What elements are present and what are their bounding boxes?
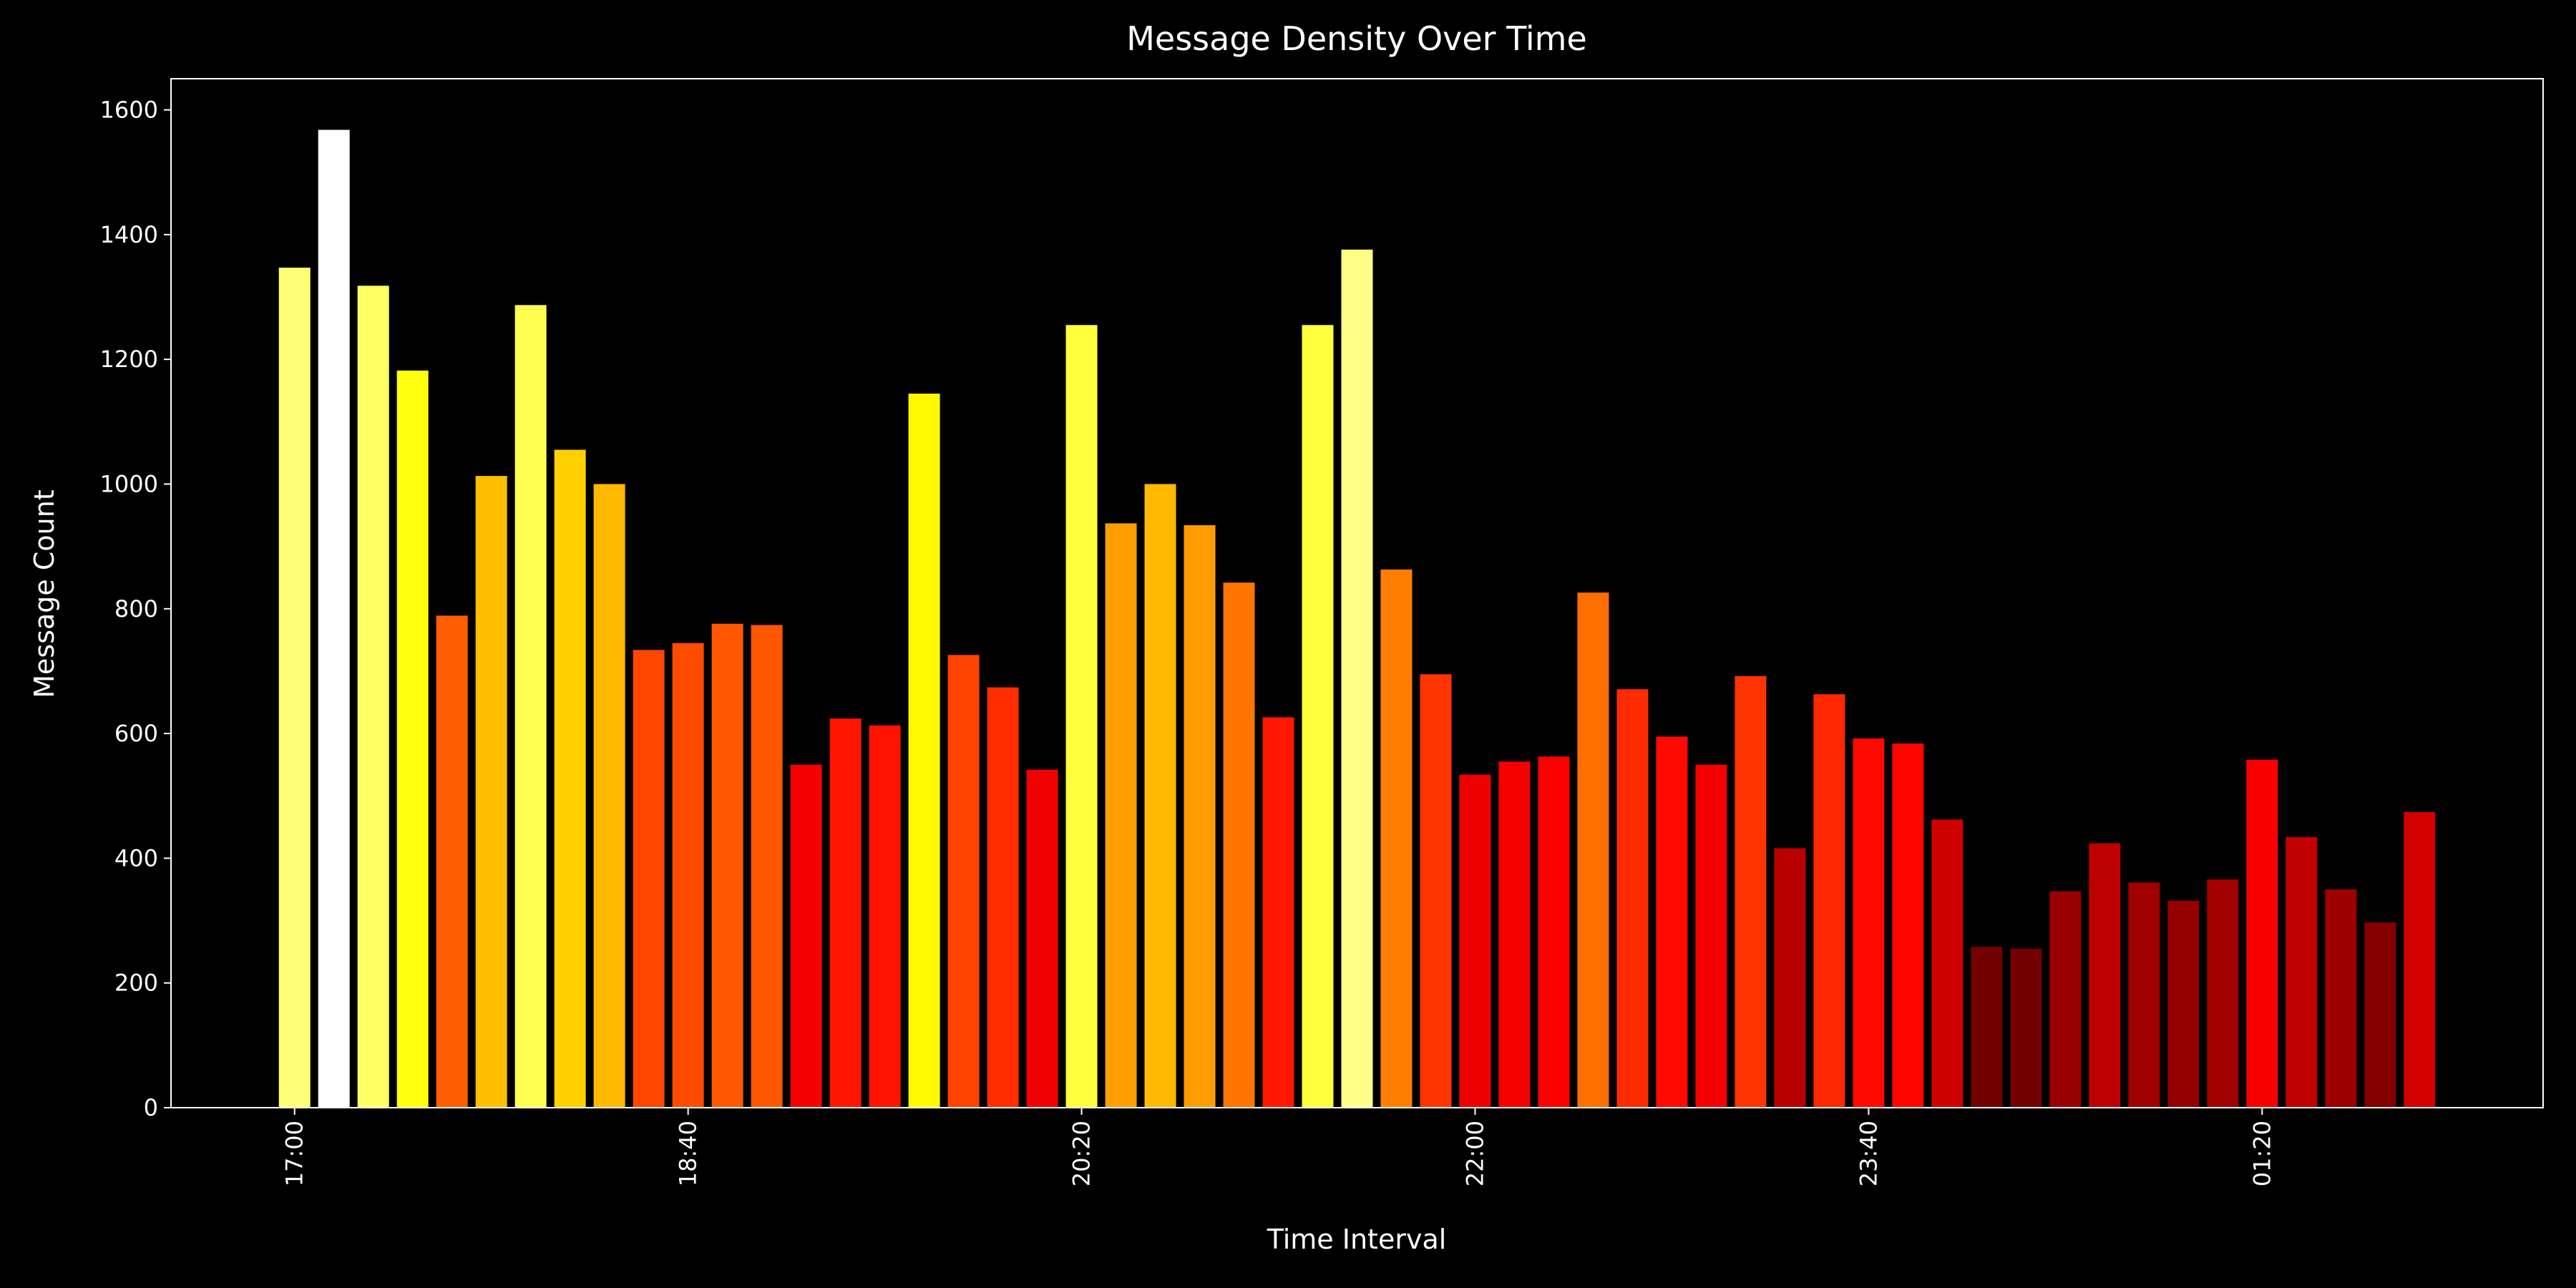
bar <box>1971 947 2003 1108</box>
y-tick-label: 400 <box>114 844 158 872</box>
bar <box>436 615 468 1108</box>
bar <box>1262 717 1294 1108</box>
y-tick-label: 600 <box>114 720 158 747</box>
x-tick-label: 20:20 <box>1068 1121 1096 1186</box>
bar <box>1065 325 1098 1108</box>
x-tick-label: 17:00 <box>281 1121 308 1186</box>
bar <box>2325 889 2357 1108</box>
bar <box>1144 484 1176 1108</box>
bar <box>1420 674 1452 1108</box>
y-tick-label: 1600 <box>100 97 158 124</box>
bar <box>1498 761 1531 1108</box>
bar <box>396 370 429 1108</box>
bar <box>2167 900 2200 1108</box>
bar <box>1184 525 1216 1108</box>
bar <box>554 449 586 1108</box>
bar <box>633 650 665 1108</box>
bar <box>947 655 980 1108</box>
y-tick-label: 1400 <box>100 221 158 248</box>
bar <box>1892 743 1924 1108</box>
bar <box>1026 769 1058 1108</box>
y-tick-label: 1000 <box>100 470 158 497</box>
bar <box>1459 774 1491 1108</box>
x-tick-label: 01:20 <box>2248 1121 2275 1186</box>
y-tick-label: 800 <box>114 595 158 623</box>
y-tick-label: 0 <box>144 1094 158 1121</box>
bar <box>1656 736 1688 1108</box>
y-tick-label: 200 <box>114 970 158 997</box>
y-tick-label: 1200 <box>100 346 158 373</box>
bar <box>1853 738 1885 1108</box>
x-tick-label: 18:40 <box>675 1121 702 1186</box>
bar <box>2049 891 2082 1108</box>
plot-frame <box>170 78 2544 1108</box>
bar <box>2207 879 2239 1108</box>
bar <box>514 305 547 1108</box>
bar <box>318 130 350 1108</box>
bar <box>2364 922 2396 1108</box>
bar <box>2285 836 2318 1108</box>
x-tick-label: 22:00 <box>1461 1121 1488 1186</box>
bar <box>1105 523 1137 1108</box>
bar <box>1341 249 1373 1108</box>
bar <box>593 484 625 1108</box>
x-tick-label: 23:40 <box>1855 1121 1882 1186</box>
bar <box>1774 848 1806 1108</box>
bar <box>672 643 704 1108</box>
bar <box>987 687 1019 1108</box>
y-axis-label: Message Count <box>29 489 60 698</box>
bar <box>2089 843 2121 1108</box>
bar <box>2010 948 2042 1108</box>
bar <box>1931 819 1963 1108</box>
bar <box>1813 694 1845 1108</box>
bar <box>711 623 743 1108</box>
bar <box>829 718 862 1108</box>
bar <box>357 286 389 1108</box>
bar <box>869 725 901 1108</box>
bar <box>751 625 783 1108</box>
bar <box>475 476 507 1108</box>
bar <box>2246 759 2278 1108</box>
bar <box>1735 675 1767 1108</box>
bar <box>1577 592 1609 1108</box>
bar <box>790 764 822 1108</box>
x-axis-label: Time Interval <box>1267 1224 1447 1255</box>
bar <box>1695 764 1727 1108</box>
bar <box>2404 811 2436 1108</box>
bar <box>1223 582 1255 1108</box>
bar <box>2128 882 2160 1108</box>
bar <box>908 394 940 1108</box>
chart-title: Message Density Over Time <box>1126 19 1587 58</box>
bar <box>1538 756 1570 1108</box>
bar <box>1302 325 1334 1108</box>
bar <box>1380 569 1413 1108</box>
bar <box>1616 689 1649 1108</box>
bar <box>278 268 311 1108</box>
